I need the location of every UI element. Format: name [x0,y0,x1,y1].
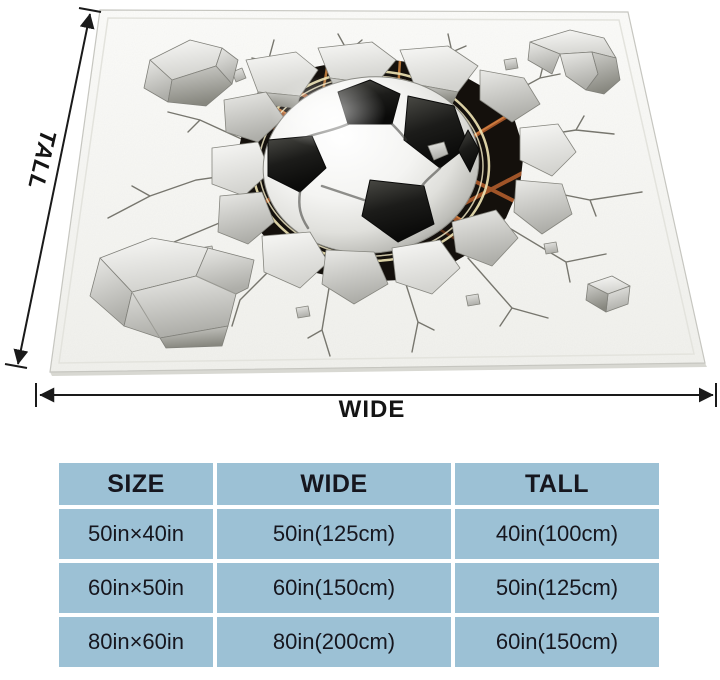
size-table-header-tall: TALL [455,463,659,505]
size-cell: 50in×40in [59,509,213,559]
flying-chunk-cube-right [585,275,631,313]
tall-dimension-arrow [4,7,102,369]
size-cell: 80in×60in [59,617,213,667]
flying-chunk-top-left [143,39,239,107]
size-table-header-size: SIZE [59,463,213,505]
tall-cell: 60in(150cm) [455,617,659,667]
wide-cell: 50in(125cm) [217,509,451,559]
size-cell: 60in×50in [59,563,213,613]
debris-ring-back [211,41,577,245]
size-table-header-wide: WIDE [217,463,451,505]
debris-ring-front [199,57,559,319]
blanket-illustration [4,7,717,407]
wide-dimension-label: WIDE [338,396,406,423]
wide-cell: 60in(150cm) [217,563,451,613]
wide-cell: 80in(200cm) [217,617,451,667]
flying-chunk-bottom-left [89,237,255,349]
chip-on-ball [427,141,449,161]
tall-cell: 40in(100cm) [455,509,659,559]
tall-cell: 50in(125cm) [455,563,659,613]
wide-dimension-arrow [35,383,717,407]
size-chart-table: SIZE WIDE TALL 50in×40in 50in(125cm) 40i… [59,463,659,667]
soccer-ball [262,76,480,254]
flying-chunk-top-right [527,29,621,95]
